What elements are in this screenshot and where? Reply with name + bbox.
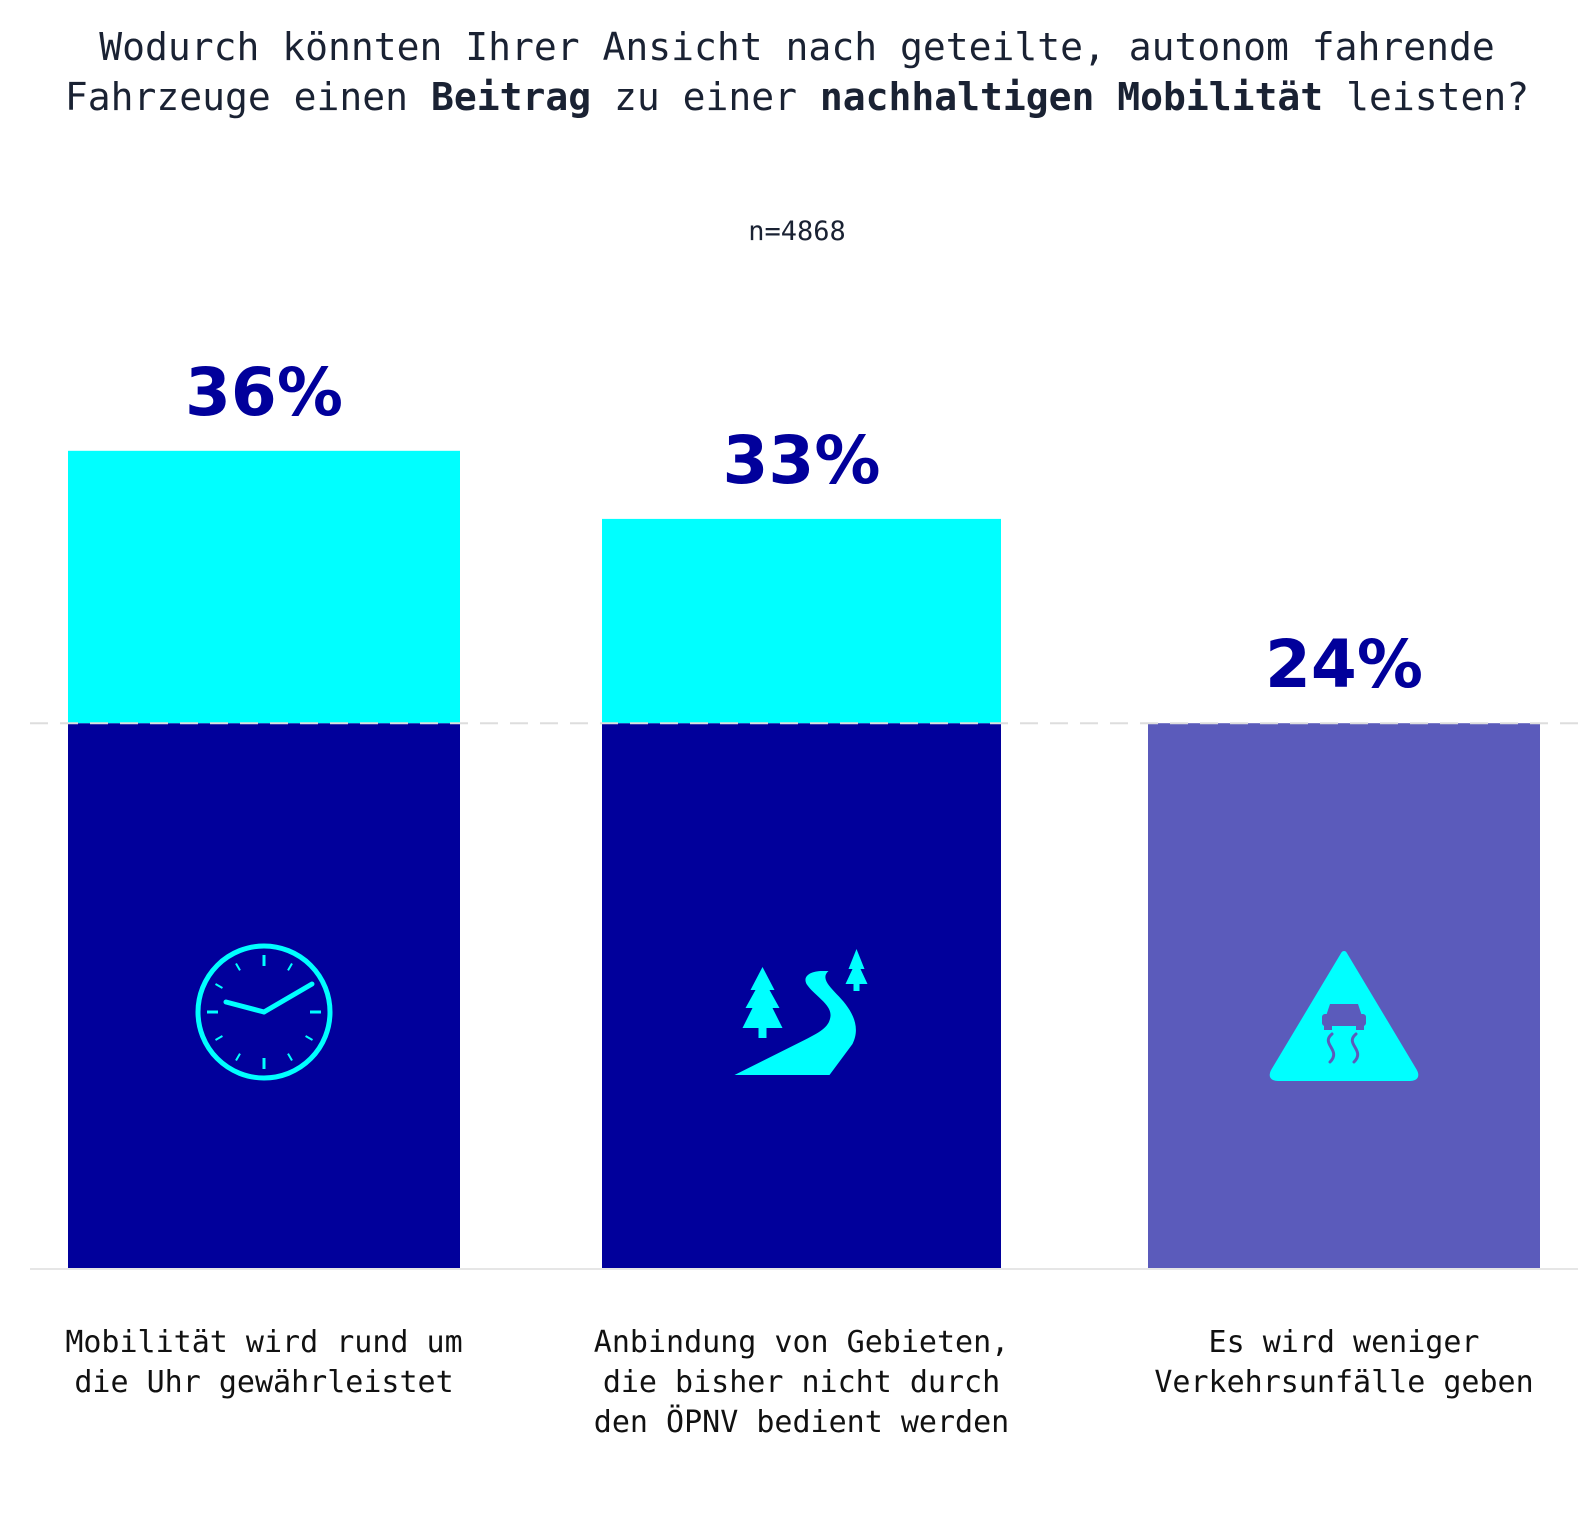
bar-overflow bbox=[602, 518, 1001, 724]
category-label: Es wird weniger Verkehrsunfälle geben bbox=[1154, 1325, 1534, 1400]
bar-overflow bbox=[68, 450, 460, 724]
category-label: Mobilität wird rund um die Uhr gewährlei… bbox=[65, 1325, 463, 1400]
title-part: zu einer bbox=[591, 75, 820, 119]
title-part: Beitrag bbox=[430, 75, 592, 119]
value-label: 24% bbox=[1265, 626, 1423, 703]
title-part: Wodurch könnten Ihrer Ansicht nach getei… bbox=[64, 25, 1495, 119]
clock-icon bbox=[195, 943, 333, 1081]
chart-title: Wodurch könnten Ihrer Ansicht nach getei… bbox=[60, 22, 1534, 122]
slippery-road-warning-icon bbox=[1269, 951, 1419, 1081]
bar bbox=[68, 723, 460, 1268]
bar-group: 36% bbox=[68, 354, 460, 1268]
bar-group: 33% bbox=[602, 422, 1001, 1268]
road-trees-icon bbox=[734, 949, 868, 1075]
bar bbox=[602, 723, 1001, 1268]
title-part: leisten? bbox=[1323, 75, 1530, 119]
sample-size: n=4868 bbox=[748, 216, 846, 247]
title-part: nachhaltigen Mobilität bbox=[819, 75, 1324, 119]
value-label: 33% bbox=[723, 422, 881, 499]
category-label: Anbindung von Gebieten, die bisher nicht… bbox=[593, 1325, 1010, 1440]
value-label: 36% bbox=[185, 354, 343, 431]
